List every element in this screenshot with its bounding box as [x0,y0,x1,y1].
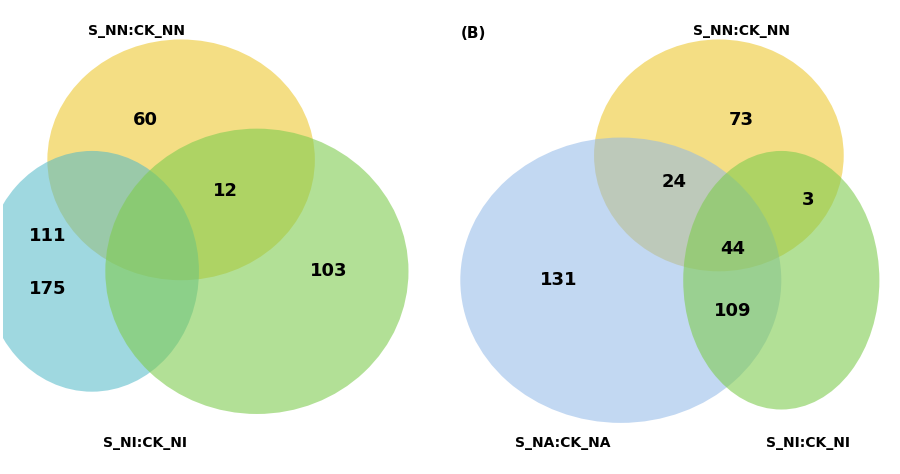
Text: S_NA:CK_NA: S_NA:CK_NA [515,436,610,450]
Text: 3: 3 [802,191,814,209]
Text: 12: 12 [213,182,238,200]
Text: 103: 103 [310,262,347,280]
Text: S_NN:CK_NN: S_NN:CK_NN [693,24,789,38]
Text: 24: 24 [662,173,687,191]
Ellipse shape [594,39,843,271]
Ellipse shape [683,151,879,410]
Ellipse shape [48,39,315,280]
Text: 111: 111 [29,227,66,245]
Ellipse shape [460,137,781,423]
Ellipse shape [105,128,409,414]
Ellipse shape [0,151,199,392]
Text: 109: 109 [714,302,751,320]
Text: (B): (B) [460,26,486,41]
Text: 44: 44 [720,240,745,258]
Text: 175: 175 [29,280,66,298]
Text: 60: 60 [133,111,158,129]
Text: S_NN:CK_NN: S_NN:CK_NN [88,24,185,38]
Text: S_NI:CK_NI: S_NI:CK_NI [766,436,850,450]
Text: 131: 131 [540,271,577,289]
Text: S_NI:CK_NI: S_NI:CK_NI [104,436,187,450]
Text: 73: 73 [729,111,753,129]
